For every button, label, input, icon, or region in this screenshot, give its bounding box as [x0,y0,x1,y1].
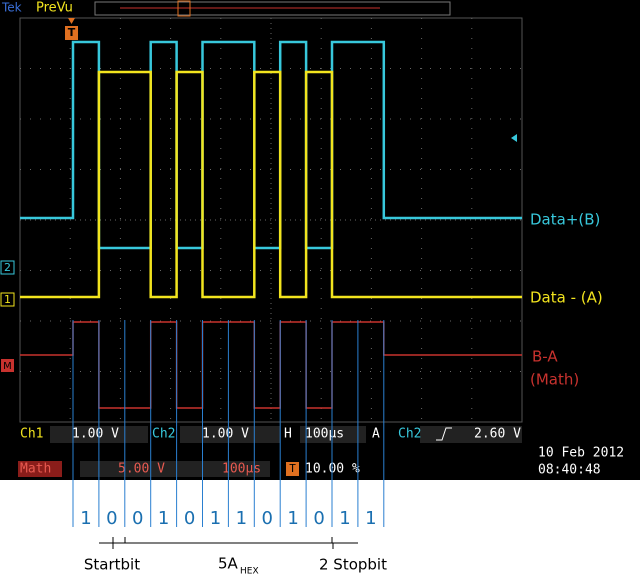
ch1-marker [0,292,15,307]
level-arrow [511,134,517,142]
bit-value: 1 [236,508,247,529]
bit-value: 0 [184,508,195,529]
bit-value: 1 [158,508,169,529]
math-marker-text: M [3,361,12,372]
bit-value: 1 [80,508,91,529]
trigger-icon [286,462,299,476]
ch2-marker [0,260,15,275]
value-box [300,426,366,443]
date: 10 Feb 2012 [538,446,624,461]
bit-value: 0 [132,508,143,529]
record-bar [94,1,451,16]
trigger-arrow [68,18,75,24]
status-text: Ch2 [152,427,175,442]
ch2-marker-text: 2 [4,261,11,274]
slope-icon [436,427,452,441]
trigger-marker-text: T [68,26,76,39]
group-label: Startbit [84,556,140,574]
math-box [18,461,62,477]
bit-value: 1 [210,508,221,529]
trace [20,70,522,299]
bit-value: 1 [339,508,350,529]
group-label: 5A [218,555,239,573]
trace-label: Data - (A) [530,289,603,307]
ch1-marker-text: 1 [4,293,11,306]
math-marker [1,359,14,372]
status-text: Ch2 [398,427,421,442]
brand: Tek [1,1,22,15]
trigger-marker [65,26,78,40]
status-text: A [372,427,380,442]
record-cursor [177,0,191,17]
trace-label: B-A [532,348,558,366]
status-text: 1.00 V [202,427,249,442]
bit-value: 1 [365,508,376,529]
status-text: 1.00 V [72,427,119,442]
group-label-sub: HEX [240,567,259,577]
value-box [180,426,280,443]
grid [20,18,522,422]
status-text: 100µs [222,462,261,477]
trigger-icon-text: T [289,462,296,475]
bit-value: 1 [287,508,298,529]
status-text: 2.60 V [474,427,521,442]
bit-value: 0 [262,508,273,529]
bracket [99,537,358,549]
bit-value: 0 [313,508,324,529]
status-text: 100µs [305,427,344,442]
group-label: 2 Stopbit [319,556,387,574]
trace-label: (Math) [530,371,579,389]
status-text: Ch1 [20,427,43,442]
mode: PreVu [36,1,73,16]
status-text: Math [20,462,51,477]
status-text: H [284,427,292,442]
trace-label: Data+(B) [530,211,600,229]
time: 08:40:48 [538,463,601,478]
bit-value: 0 [106,508,117,529]
status-text: 5.00 V [118,462,165,477]
value-box [80,461,270,477]
